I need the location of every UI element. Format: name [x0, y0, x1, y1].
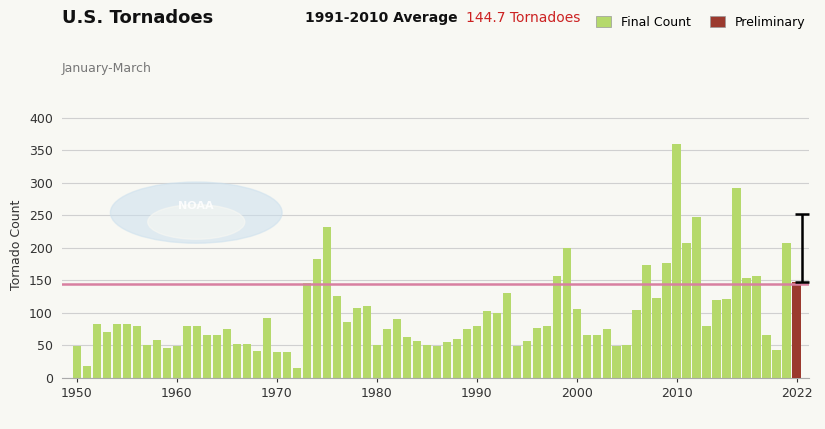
- Bar: [522, 341, 530, 378]
- Bar: [273, 352, 280, 378]
- Bar: [623, 345, 630, 378]
- Bar: [172, 346, 181, 378]
- Bar: [262, 318, 271, 378]
- Bar: [143, 345, 151, 378]
- Bar: [643, 265, 651, 378]
- Circle shape: [148, 205, 245, 239]
- Bar: [702, 326, 710, 378]
- Bar: [383, 329, 391, 378]
- Bar: [223, 329, 231, 378]
- Bar: [412, 341, 421, 378]
- Bar: [92, 324, 101, 378]
- Bar: [543, 326, 551, 378]
- Bar: [493, 313, 501, 378]
- Bar: [203, 335, 211, 378]
- Bar: [792, 281, 800, 378]
- Text: U.S. Tornadoes: U.S. Tornadoes: [62, 9, 213, 27]
- Bar: [752, 276, 761, 378]
- Bar: [453, 338, 461, 378]
- Bar: [592, 335, 601, 378]
- Bar: [323, 227, 331, 378]
- Bar: [133, 326, 141, 378]
- Bar: [602, 329, 610, 378]
- Bar: [432, 346, 441, 378]
- Bar: [682, 242, 691, 378]
- Bar: [463, 329, 471, 378]
- Bar: [243, 344, 251, 378]
- Bar: [612, 346, 620, 378]
- Bar: [422, 345, 431, 378]
- Text: 144.7 Tornadoes: 144.7 Tornadoes: [466, 11, 581, 25]
- Bar: [313, 259, 321, 378]
- Bar: [303, 284, 311, 378]
- Bar: [233, 344, 241, 378]
- Bar: [342, 322, 351, 378]
- Y-axis label: Tornado Count: Tornado Count: [11, 199, 23, 290]
- Text: 1991-2010 Average: 1991-2010 Average: [305, 11, 458, 25]
- Bar: [283, 352, 291, 378]
- Bar: [692, 217, 700, 378]
- Bar: [483, 311, 491, 378]
- Bar: [762, 335, 771, 378]
- Bar: [502, 293, 511, 378]
- Bar: [193, 326, 201, 378]
- Bar: [662, 263, 671, 378]
- Bar: [393, 319, 401, 378]
- Bar: [553, 276, 561, 378]
- Bar: [582, 335, 591, 378]
- Bar: [563, 248, 571, 378]
- Bar: [123, 324, 131, 378]
- Bar: [713, 300, 721, 378]
- Bar: [573, 309, 581, 378]
- Bar: [772, 350, 780, 378]
- Bar: [293, 368, 301, 378]
- Bar: [723, 299, 731, 378]
- Bar: [442, 342, 450, 378]
- Bar: [373, 345, 381, 378]
- Bar: [782, 242, 790, 378]
- Bar: [512, 346, 521, 378]
- Bar: [403, 337, 411, 378]
- Bar: [252, 351, 261, 378]
- Bar: [113, 324, 121, 378]
- Bar: [153, 340, 161, 378]
- Text: January-March: January-March: [62, 62, 152, 75]
- Bar: [332, 296, 341, 378]
- Bar: [633, 310, 641, 378]
- Bar: [742, 278, 751, 378]
- Bar: [733, 188, 741, 378]
- Bar: [213, 335, 221, 378]
- Bar: [653, 299, 661, 378]
- Bar: [473, 326, 481, 378]
- Text: NOAA: NOAA: [178, 201, 214, 211]
- Bar: [82, 366, 91, 378]
- Legend: Final Count, Preliminary: Final Count, Preliminary: [592, 11, 810, 33]
- Bar: [363, 306, 370, 378]
- Circle shape: [111, 182, 282, 243]
- Bar: [73, 346, 81, 378]
- Bar: [672, 144, 681, 378]
- Bar: [163, 347, 171, 378]
- Bar: [103, 332, 111, 378]
- Bar: [182, 326, 191, 378]
- Bar: [533, 328, 540, 378]
- Bar: [352, 308, 361, 378]
